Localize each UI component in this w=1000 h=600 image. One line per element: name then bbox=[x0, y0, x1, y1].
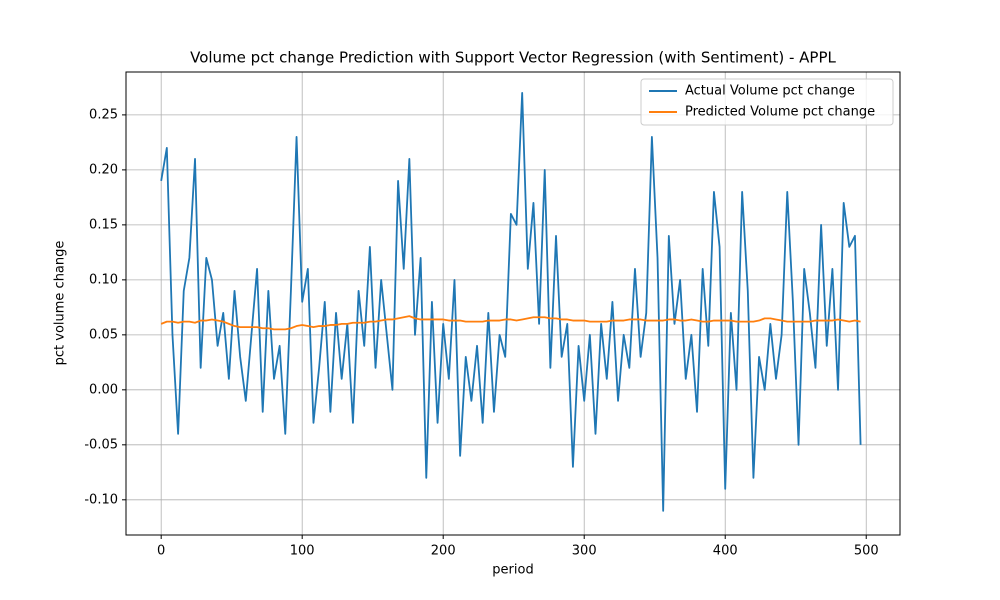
data-line bbox=[160, 315, 861, 331]
x-tick-label: 400 bbox=[713, 544, 738, 559]
x-tick-label: 300 bbox=[572, 544, 597, 559]
legend-box bbox=[640, 78, 894, 126]
y-tick-label: 0.15 bbox=[89, 217, 118, 232]
y-tick-label: 0.00 bbox=[89, 382, 118, 397]
legend-label: Actual Volume pct change bbox=[685, 84, 855, 99]
x-tick-label: 200 bbox=[431, 544, 456, 559]
legend-label: Predicted Volume pct change bbox=[685, 105, 875, 120]
y-tick-label: 0.20 bbox=[89, 162, 118, 177]
y-tick-label: -0.10 bbox=[84, 492, 118, 507]
y-axis-label: pct volume change bbox=[53, 241, 68, 366]
data-line bbox=[160, 92, 862, 512]
plot-frame bbox=[125, 71, 901, 536]
y-tick-label: 0.05 bbox=[89, 327, 118, 342]
x-tick-label: 100 bbox=[290, 544, 315, 559]
y-tick-label: 0.25 bbox=[89, 107, 118, 122]
x-tick-label: 0 bbox=[157, 544, 165, 559]
x-axis-label: period bbox=[492, 563, 533, 578]
y-tick-label: -0.05 bbox=[84, 437, 118, 452]
chart-title: Volume pct change Prediction with Suppor… bbox=[190, 49, 836, 67]
y-tick-label: 0.10 bbox=[89, 272, 118, 287]
x-tick-label: 500 bbox=[854, 544, 879, 559]
